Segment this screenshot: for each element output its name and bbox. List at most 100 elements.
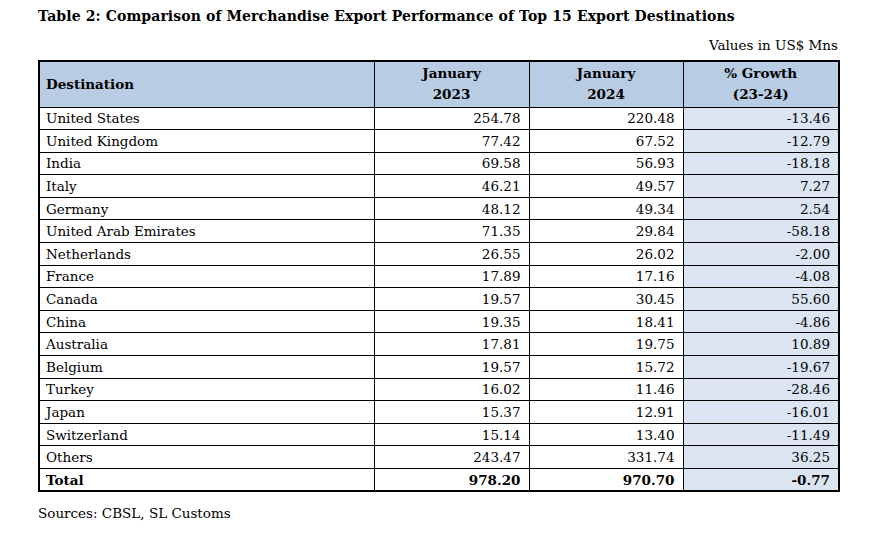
- cell-jan2023: 19.57: [374, 356, 529, 379]
- cell-jan2024: 15.72: [529, 356, 683, 379]
- column-header-label: 2023: [375, 84, 529, 105]
- cell-jan2023: 17.81: [374, 333, 529, 356]
- column-header-label: January: [530, 63, 683, 84]
- cell-jan2024: 49.57: [529, 175, 683, 198]
- cell-jan2023: 48.12: [374, 197, 529, 220]
- cell-jan2023: 16.02: [374, 378, 529, 401]
- cell-jan2024: 13.40: [529, 423, 683, 446]
- cell-growth: -58.18: [683, 220, 839, 243]
- cell-destination: Germany: [39, 197, 374, 220]
- export-destinations-table: Destination January 2023 January 2024 % …: [38, 60, 840, 492]
- cell-growth: 7.27: [683, 175, 839, 198]
- table-row: Australia17.8119.7510.89: [39, 333, 839, 356]
- cell-jan2023: 19.57: [374, 288, 529, 311]
- cell-destination: India: [39, 152, 374, 175]
- table-row: United States254.78220.48-13.46: [39, 107, 839, 130]
- units-note: Values in US$ Mns: [38, 37, 838, 53]
- cell-destination: Netherlands: [39, 243, 374, 266]
- cell-destination: China: [39, 310, 374, 333]
- cell-destination: Turkey: [39, 378, 374, 401]
- cell-jan2024: 970.70: [529, 469, 683, 492]
- cell-destination: Others: [39, 446, 374, 469]
- cell-destination: Switzerland: [39, 423, 374, 446]
- cell-growth: -16.01: [683, 401, 839, 424]
- cell-jan2024: 30.45: [529, 288, 683, 311]
- cell-jan2024: 67.52: [529, 130, 683, 153]
- cell-growth: -0.77: [683, 469, 839, 492]
- table-row: Switzerland15.1413.40-11.49: [39, 423, 839, 446]
- cell-destination: Italy: [39, 175, 374, 198]
- cell-jan2024: 19.75: [529, 333, 683, 356]
- column-header-label: Destination: [46, 74, 374, 95]
- cell-jan2024: 18.41: [529, 310, 683, 333]
- table-row: Germany48.1249.342.54: [39, 197, 839, 220]
- column-header-january-2024: January 2024: [529, 61, 683, 107]
- cell-jan2024: 29.84: [529, 220, 683, 243]
- cell-jan2023: 19.35: [374, 310, 529, 333]
- table-row: India69.5856.93-18.18: [39, 152, 839, 175]
- cell-jan2023: 26.55: [374, 243, 529, 266]
- cell-jan2024: 12.91: [529, 401, 683, 424]
- column-header-label: % Growth: [684, 63, 839, 84]
- cell-jan2023: 69.58: [374, 152, 529, 175]
- table-row: Turkey16.0211.46-28.46: [39, 378, 839, 401]
- header-row: Destination January 2023 January 2024 % …: [39, 61, 839, 107]
- cell-destination: United States: [39, 107, 374, 130]
- cell-jan2023: 243.47: [374, 446, 529, 469]
- table-section: Values in US$ Mns Destination January 20…: [38, 37, 838, 521]
- column-header-growth: % Growth (23-24): [683, 61, 839, 107]
- table-row: Others243.47331.7436.25: [39, 446, 839, 469]
- cell-jan2024: 11.46: [529, 378, 683, 401]
- cell-jan2023: 15.14: [374, 423, 529, 446]
- table-row: China19.3518.41-4.86: [39, 310, 839, 333]
- cell-jan2024: 26.02: [529, 243, 683, 266]
- table-row: Japan15.3712.91-16.01: [39, 401, 839, 424]
- cell-destination: France: [39, 265, 374, 288]
- cell-growth: 36.25: [683, 446, 839, 469]
- cell-destination: Canada: [39, 288, 374, 311]
- cell-jan2023: 46.21: [374, 175, 529, 198]
- cell-destination: Australia: [39, 333, 374, 356]
- table-row: Netherlands26.5526.02-2.00: [39, 243, 839, 266]
- table-row: Belgium19.5715.72-19.67: [39, 356, 839, 379]
- table-row: United Arab Emirates71.3529.84-58.18: [39, 220, 839, 243]
- cell-jan2024: 56.93: [529, 152, 683, 175]
- document-page: Table 2: Comparison of Merchandise Expor…: [0, 0, 885, 521]
- column-header-january-2023: January 2023: [374, 61, 529, 107]
- table-total-row: Total978.20970.70-0.77: [39, 469, 839, 492]
- cell-destination: Total: [39, 469, 374, 492]
- source-note: Sources: CBSL, SL Customs: [38, 505, 838, 521]
- cell-growth: 55.60: [683, 288, 839, 311]
- cell-destination: Japan: [39, 401, 374, 424]
- table-row: Italy46.2149.577.27: [39, 175, 839, 198]
- column-header-label: 2024: [530, 84, 683, 105]
- cell-growth: -4.86: [683, 310, 839, 333]
- cell-jan2024: 17.16: [529, 265, 683, 288]
- table-row: France17.8917.16-4.08: [39, 265, 839, 288]
- cell-growth: -12.79: [683, 130, 839, 153]
- cell-growth: -19.67: [683, 356, 839, 379]
- cell-jan2024: 220.48: [529, 107, 683, 130]
- cell-jan2023: 17.89: [374, 265, 529, 288]
- table-row: United Kingdom77.4267.52-12.79: [39, 130, 839, 153]
- cell-growth: 10.89: [683, 333, 839, 356]
- cell-growth: -4.08: [683, 265, 839, 288]
- cell-destination: United Kingdom: [39, 130, 374, 153]
- column-header-label: January: [375, 63, 529, 84]
- cell-growth: -18.18: [683, 152, 839, 175]
- cell-jan2023: 15.37: [374, 401, 529, 424]
- cell-destination: Belgium: [39, 356, 374, 379]
- table-body: United States254.78220.48-13.46United Ki…: [39, 107, 839, 491]
- table-row: Canada19.5730.4555.60: [39, 288, 839, 311]
- cell-growth: 2.54: [683, 197, 839, 220]
- cell-growth: -2.00: [683, 243, 839, 266]
- cell-destination: United Arab Emirates: [39, 220, 374, 243]
- cell-growth: -11.49: [683, 423, 839, 446]
- cell-jan2023: 254.78: [374, 107, 529, 130]
- cell-jan2024: 49.34: [529, 197, 683, 220]
- cell-jan2023: 77.42: [374, 130, 529, 153]
- cell-jan2023: 71.35: [374, 220, 529, 243]
- cell-growth: -13.46: [683, 107, 839, 130]
- cell-jan2023: 978.20: [374, 469, 529, 492]
- cell-growth: -28.46: [683, 378, 839, 401]
